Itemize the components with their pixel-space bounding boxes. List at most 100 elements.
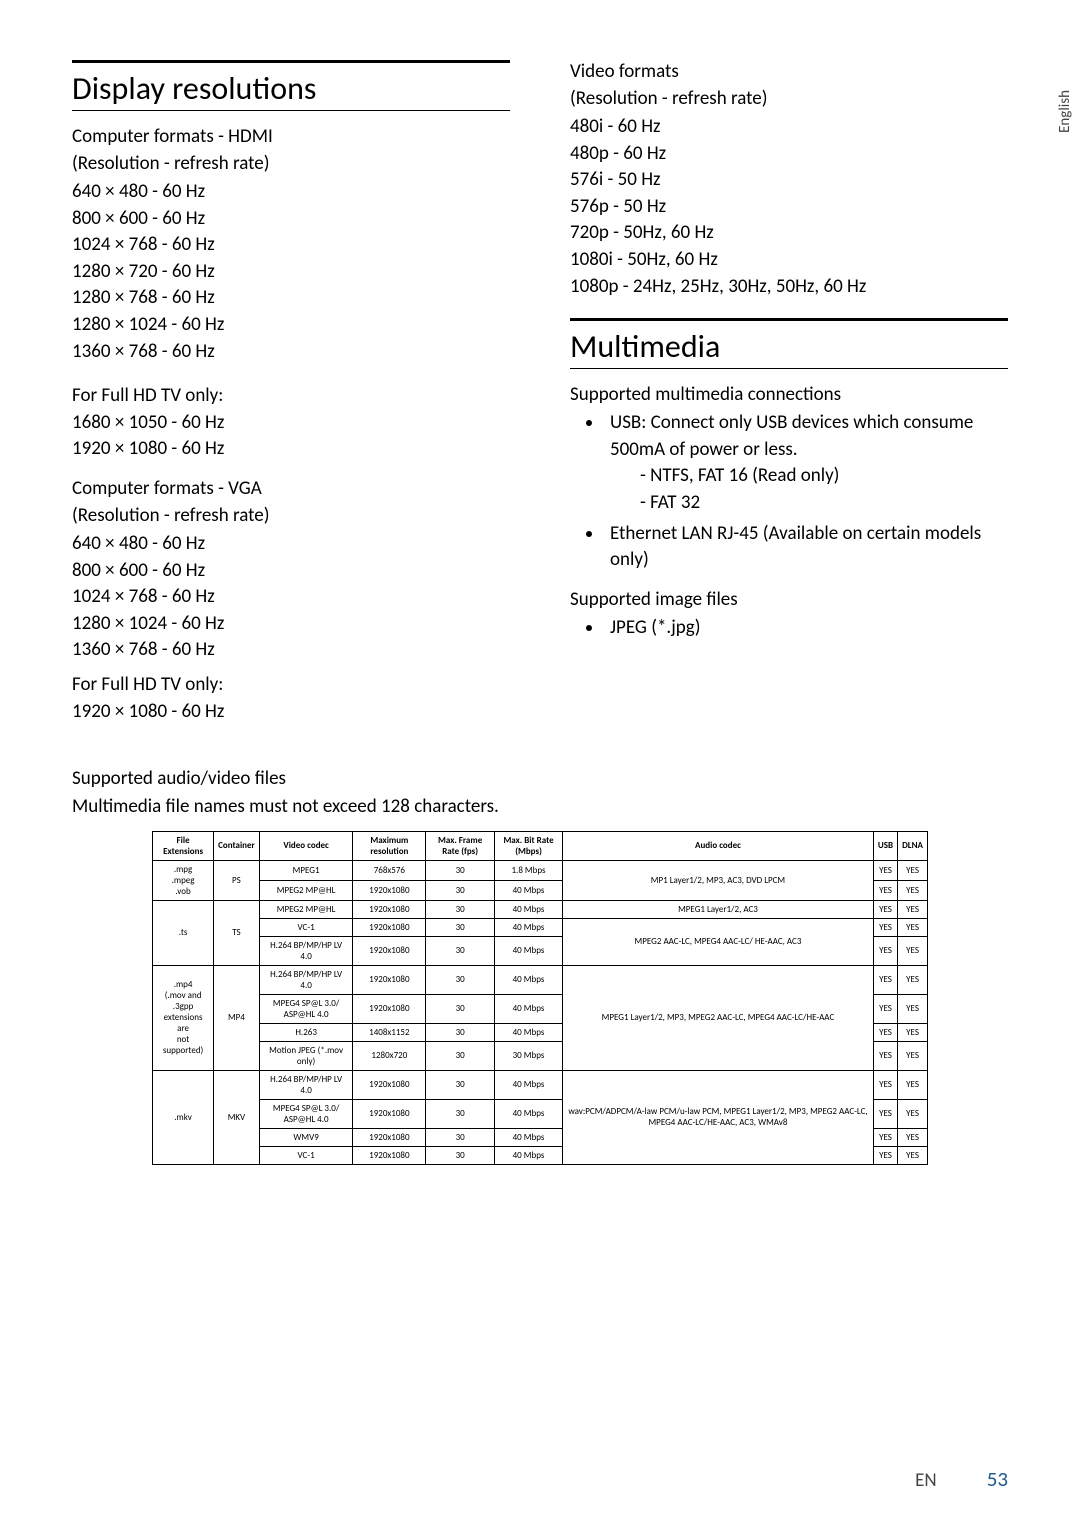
table-cell: YES — [873, 880, 897, 900]
table-cell: YES — [873, 1099, 897, 1128]
table-cell: MPEG1 — [259, 860, 353, 880]
footer-lang: EN — [915, 1469, 937, 1492]
table-cell: WMV9 — [259, 1128, 353, 1146]
table-cell: YES — [873, 1146, 897, 1164]
table-cell: MPEG4 SP@L 3.0/ ASP@HL 4.0 — [259, 1099, 353, 1128]
table-cell: 1280x720 — [353, 1041, 426, 1070]
table-cell: YES — [873, 965, 897, 994]
table-cell: YES — [898, 900, 928, 918]
list-item: 1280 × 720 - 60 Hz — [72, 259, 510, 286]
list-item: 640 × 480 - 60 Hz — [72, 531, 510, 558]
table-cell: .ts — [153, 900, 214, 965]
table-cell: wav:PCM/ADPCM/A-law PCM/u-law PCM, MPEG1… — [563, 1070, 874, 1164]
table-cell: 40 Mbps — [495, 918, 563, 936]
table-cell: YES — [898, 994, 928, 1023]
list-item: 1360 × 768 - 60 Hz — [72, 637, 510, 664]
list-item: Ethernet LAN RJ-45 (Available on certain… — [604, 521, 1008, 574]
list-item: 1080p - 24Hz, 25Hz, 30Hz, 50Hz, 60 Hz — [570, 274, 1008, 301]
multimedia-title: Multimedia — [570, 327, 1008, 369]
table-cell: H.263 — [259, 1023, 353, 1041]
list-item: 1024 × 768 - 60 Hz — [72, 232, 510, 259]
table-cell: YES — [873, 1128, 897, 1146]
subheading-vga: (Resolution - refresh rate) — [72, 504, 510, 527]
list-item: 1920 × 1080 - 60 Hz — [72, 699, 510, 726]
table-cell: 40 Mbps — [495, 1146, 563, 1164]
table-cell: YES — [898, 860, 928, 880]
table-cell: 1920x1080 — [353, 1099, 426, 1128]
heading-av: Supported audio/video files — [72, 767, 1008, 790]
table-row: .mkvMKVH.264 BP/MP/HP LV 4.01920x1080304… — [153, 1070, 928, 1099]
table-cell: YES — [873, 1070, 897, 1099]
table-cell: 30 — [426, 936, 495, 965]
table-cell: MP4 — [214, 965, 260, 1070]
table-cell: 30 — [426, 1128, 495, 1146]
page-number: 53 — [987, 1466, 1008, 1492]
table-cell: 1408x1152 — [353, 1023, 426, 1041]
table-cell: 1.8 Mbps — [495, 860, 563, 880]
table-cell: .mkv — [153, 1070, 214, 1164]
table-cell: 40 Mbps — [495, 1070, 563, 1099]
table-cell: 40 Mbps — [495, 936, 563, 965]
table-cell: YES — [898, 1128, 928, 1146]
list-item: USB: Connect only USB devices which cons… — [604, 410, 1008, 516]
table-cell: H.264 BP/MP/HP LV 4.0 — [259, 965, 353, 994]
table-header: Video codec — [259, 831, 353, 860]
table-cell: YES — [873, 994, 897, 1023]
table-cell: 1920x1080 — [353, 880, 426, 900]
table-cell: MPEG2 MP@HL — [259, 880, 353, 900]
table-cell: 30 — [426, 1023, 495, 1041]
list-item: 800 × 600 - 60 Hz — [72, 558, 510, 585]
table-cell: YES — [873, 900, 897, 918]
heading-vga: Computer formats - VGA — [72, 477, 510, 500]
table-cell: TS — [214, 900, 260, 965]
heading-hdmi: Computer formats - HDMI — [72, 125, 510, 148]
list-video: 480i - 60 Hz480p - 60 Hz576i - 50 Hz576p… — [570, 114, 1008, 300]
list-item: 576i - 50 Hz — [570, 167, 1008, 194]
list-item: 480i - 60 Hz — [570, 114, 1008, 141]
usb-text: USB: Connect only USB devices which cons… — [610, 411, 973, 461]
heading-conn: Supported multimedia connections — [570, 383, 1008, 406]
heading-video: Video formats — [570, 60, 1008, 83]
table-cell: 30 — [426, 1146, 495, 1164]
table-row: .mpg .mpeg .vobPSMPEG1768x576301.8 MbpsM… — [153, 860, 928, 880]
table-cell: 1920x1080 — [353, 994, 426, 1023]
table-row: VC-11920x10803040 MbpsMPEG2 AAC-LC, MPEG… — [153, 918, 928, 936]
list-item: 1280 × 768 - 60 Hz — [72, 285, 510, 312]
table-cell: 30 — [426, 965, 495, 994]
table-cell: H.264 BP/MP/HP LV 4.0 — [259, 936, 353, 965]
table-header: Audio codec — [563, 831, 874, 860]
table-cell: 40 Mbps — [495, 1099, 563, 1128]
table-cell: MPEG1 Layer1/2, MP3, MPEG2 AAC-LC, MPEG4… — [563, 965, 874, 1070]
list-item: 1280 × 1024 - 60 Hz — [72, 312, 510, 339]
page-title: Display resolutions — [72, 69, 510, 111]
table-cell: YES — [898, 1070, 928, 1099]
table-cell: YES — [898, 1041, 928, 1070]
list-item: 1920 × 1080 - 60 Hz — [72, 436, 510, 463]
language-tab: English — [1056, 90, 1074, 133]
table-row: .mp4 (.mov and .3gpp extensions are not … — [153, 965, 928, 994]
table-cell: YES — [873, 918, 897, 936]
table-cell: YES — [898, 918, 928, 936]
hdmi-note: For Full HD TV only: — [72, 383, 510, 410]
list-item: 1280 × 1024 - 60 Hz — [72, 611, 510, 638]
subheading-video: (Resolution - refresh rate) — [570, 87, 1008, 110]
list-item: 576p - 50 Hz — [570, 194, 1008, 221]
list-hdmi: 640 × 480 - 60 Hz800 × 600 - 60 Hz1024 ×… — [72, 179, 510, 365]
table-cell: .mpg .mpeg .vob — [153, 860, 214, 900]
table-cell: YES — [898, 1146, 928, 1164]
table-header: Maximum resolution — [353, 831, 426, 860]
table-cell: 30 — [426, 918, 495, 936]
table-cell: YES — [873, 936, 897, 965]
list-item: 800 × 600 - 60 Hz — [72, 206, 510, 233]
list-item: JPEG (*.jpg) — [604, 615, 1008, 642]
subheading-hdmi: (Resolution - refresh rate) — [72, 152, 510, 175]
table-cell: 1920x1080 — [353, 900, 426, 918]
vga-note: For Full HD TV only: — [72, 672, 510, 699]
table-cell: MPEG1 Layer1/2, AC3 — [563, 900, 874, 918]
usb-sub2: - FAT 32 — [610, 490, 1008, 517]
table-cell: 40 Mbps — [495, 1128, 563, 1146]
table-cell: 1920x1080 — [353, 936, 426, 965]
table-cell: MP1 Layer1/2, MP3, AC3, DVD LPCM — [563, 860, 874, 900]
table-cell: MPEG2 AAC-LC, MPEG4 AAC-LC/ HE-AAC, AC3 — [563, 918, 874, 965]
list-hdmi-extra: 1680 × 1050 - 60 Hz1920 × 1080 - 60 Hz — [72, 410, 510, 463]
